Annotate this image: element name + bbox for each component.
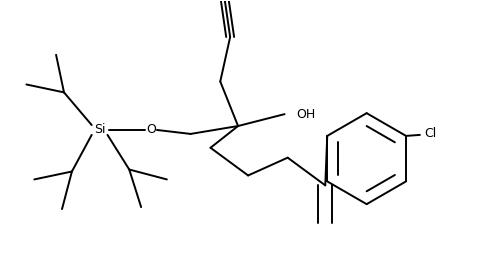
Text: Si: Si	[94, 123, 105, 136]
Text: Cl: Cl	[424, 128, 436, 140]
Text: OH: OH	[296, 108, 316, 121]
Text: O: O	[146, 123, 156, 136]
